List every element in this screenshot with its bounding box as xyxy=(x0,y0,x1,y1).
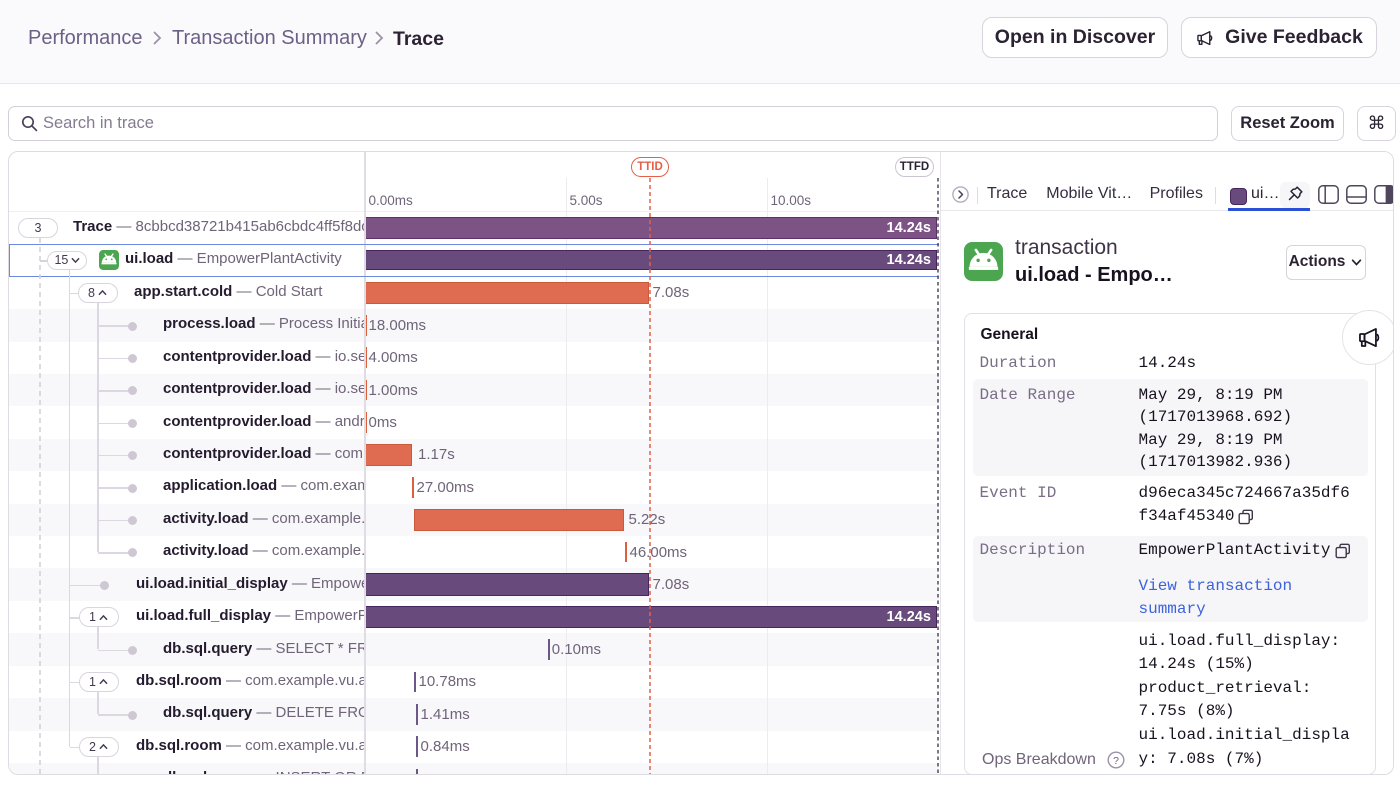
svg-text:?: ? xyxy=(1113,755,1119,767)
